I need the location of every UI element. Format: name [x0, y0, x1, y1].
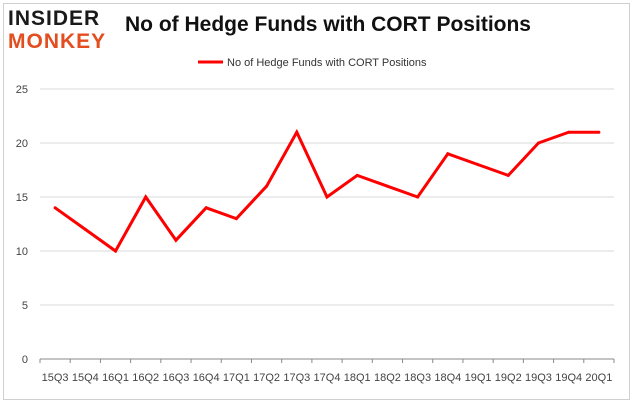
x-tick-label: 16Q1 — [102, 372, 129, 384]
data-point — [204, 206, 208, 210]
data-point — [83, 227, 87, 231]
data-point — [144, 195, 148, 199]
y-tick-label: 5 — [22, 300, 28, 312]
x-tick-label: 18Q1 — [344, 372, 371, 384]
x-tick-label: 20Q1 — [585, 372, 612, 384]
x-tick-label: 18Q4 — [434, 372, 461, 384]
x-tick-label: 16Q3 — [162, 372, 189, 384]
chart-frame — [3, 3, 630, 400]
y-tick-label: 10 — [16, 246, 28, 258]
y-tick-label: 25 — [16, 84, 28, 96]
legend-label: No of Hedge Funds with CORT Positions — [227, 57, 427, 69]
data-point — [567, 130, 571, 134]
chart-title: No of Hedge Funds with CORT Positions — [125, 13, 531, 36]
data-point — [325, 195, 329, 199]
x-tick-label: 19Q3 — [525, 372, 552, 384]
data-point — [446, 152, 450, 156]
x-tick-label: 18Q3 — [404, 372, 431, 384]
x-tick-label: 17Q3 — [283, 372, 310, 384]
data-point — [295, 130, 299, 134]
data-point — [355, 173, 359, 177]
x-tick-label: 17Q1 — [223, 372, 250, 384]
x-tick-label: 19Q1 — [465, 372, 492, 384]
series-line — [54, 128, 599, 254]
data-point — [536, 141, 540, 145]
x-tick-label: 19Q2 — [495, 372, 522, 384]
data-point — [53, 206, 57, 210]
data-point — [506, 173, 510, 177]
y-tick-label: 15 — [16, 192, 28, 204]
x-tick-label: 17Q2 — [253, 372, 280, 384]
y-tick-label: 20 — [16, 138, 28, 150]
data-point — [597, 130, 601, 134]
x-tick-label: 18Q2 — [374, 372, 401, 384]
data-point — [234, 217, 238, 221]
data-point — [416, 195, 420, 199]
data-point — [385, 184, 389, 188]
insider-monkey-logo: INSIDER MONKEY — [8, 8, 118, 54]
x-tick-label: 15Q3 — [42, 372, 69, 384]
data-point — [114, 249, 118, 253]
x-tick-label: 17Q4 — [314, 372, 341, 384]
data-point — [174, 238, 178, 242]
y-tick-label: 0 — [22, 354, 28, 366]
logo-text-insider: INSIDER — [8, 7, 101, 30]
data-point — [476, 163, 480, 167]
x-tick-label: 15Q4 — [72, 372, 99, 384]
data-point — [265, 184, 269, 188]
x-tick-label: 16Q2 — [132, 372, 159, 384]
logo-text-monkey: MONKEY — [8, 30, 107, 53]
x-tick-label: 16Q4 — [193, 372, 220, 384]
x-tick-label: 19Q4 — [555, 372, 582, 384]
